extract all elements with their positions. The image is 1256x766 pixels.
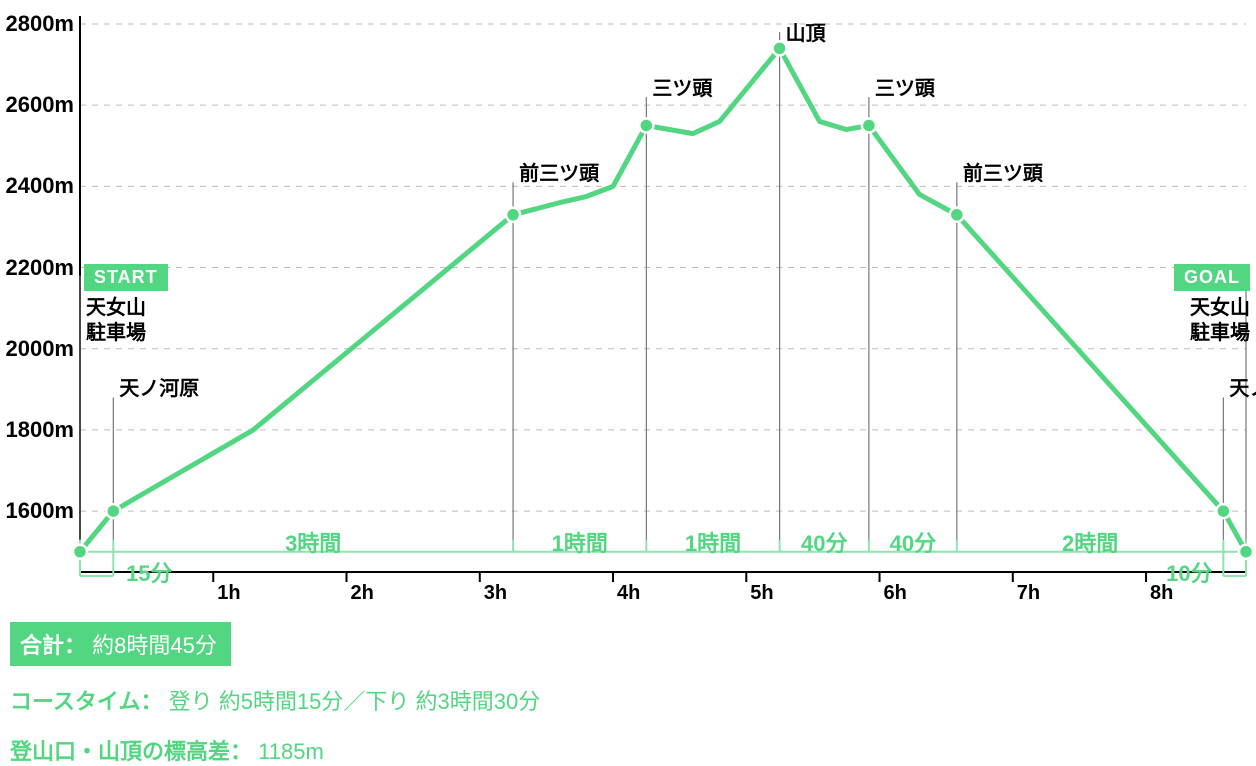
segment-duration-label: 15分: [126, 556, 172, 588]
waypoint-label: 前三ツ頭: [519, 162, 599, 187]
elevation-diff-value: 1185m: [258, 739, 324, 764]
elevation-chart-container: 1600m 1800m 2000m 2200m 2400m 2600m 2800m 1h 2h 3…: [0, 0, 1256, 757]
waypoint-label: 天女山 駐車場: [86, 296, 146, 346]
x-tick-label: 1h: [217, 582, 240, 605]
segment-duration-label: 1時間: [685, 526, 741, 558]
goal-badge: GOAL: [1174, 264, 1250, 291]
y-tick-label: 1600m: [2, 498, 74, 524]
waypoint-label: 天ノ河原: [119, 377, 199, 402]
segment-duration-label: 3時間: [285, 526, 341, 558]
waypoint-label: 前三ツ頭: [963, 162, 1043, 187]
waypoint-label: 山頂: [786, 22, 826, 47]
y-tick-label: 2000m: [2, 336, 74, 362]
y-tick-label: 2800m: [2, 11, 74, 37]
x-tick-label: 2h: [351, 582, 374, 605]
course-time-value: 登り 約5時間15分／下り 約3時間30分: [169, 689, 541, 714]
y-tick-label: 1800m: [2, 417, 74, 443]
course-time-line: コースタイム： 登り 約5時間15分／下り 約3時間30分: [10, 684, 540, 716]
course-time-label: コースタイム：: [10, 689, 162, 714]
waypoint-label: 天ノ河原: [1229, 377, 1256, 402]
y-tick-label: 2200m: [2, 255, 74, 281]
x-tick-label: 5h: [750, 582, 773, 605]
elevation-diff-line: 登山口・山頂の標高差： 1185m: [10, 734, 540, 766]
waypoint-label: 三ツ頭: [875, 77, 935, 102]
x-tick-label: 6h: [884, 582, 907, 605]
elevation-diff-label: 登山口・山頂の標高差：: [10, 739, 252, 764]
footer-block: 合計： 約8時間45分 コースタイム： 登り 約5時間15分／下り 約3時間30…: [10, 622, 540, 766]
start-badge: START: [84, 264, 168, 291]
total-time-pill: 合計： 約8時間45分: [10, 622, 231, 666]
x-tick-label: 4h: [617, 582, 640, 605]
waypoint-label: 天女山 駐車場: [1190, 296, 1250, 346]
total-label: 合計：: [20, 633, 86, 658]
total-value: 約8時間45分: [92, 633, 217, 658]
x-tick-label: 3h: [484, 582, 507, 605]
y-tick-label: 2600m: [2, 92, 74, 118]
segment-duration-label: 1時間: [552, 526, 608, 558]
y-tick-label: 2400m: [2, 173, 74, 199]
segment-duration-label: 2時間: [1062, 526, 1118, 558]
waypoint-label: 三ツ頭: [652, 77, 712, 102]
segment-duration-label: 40分: [801, 526, 847, 558]
segment-duration-label: 40分: [890, 526, 936, 558]
segment-duration-label: 10分: [1166, 556, 1212, 588]
x-tick-label: 7h: [1017, 582, 1040, 605]
